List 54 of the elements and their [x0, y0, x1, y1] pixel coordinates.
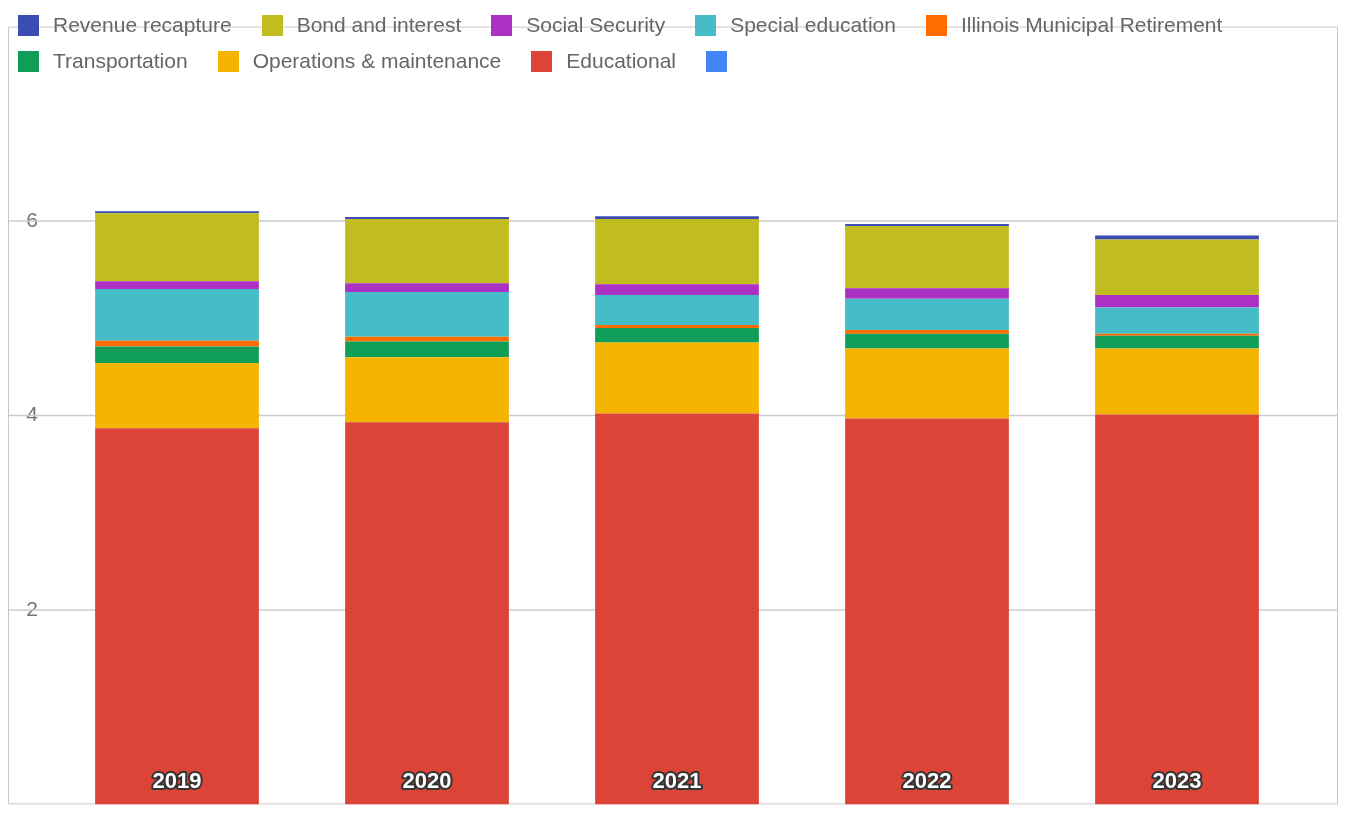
bar: [595, 413, 759, 805]
x-tick-label: 2021: [652, 768, 702, 794]
bar: [595, 342, 759, 414]
bar: [595, 216, 759, 220]
bar: [1095, 239, 1259, 295]
bar: [1095, 333, 1259, 336]
bar: [95, 346, 259, 363]
y-tick-label: 6: [26, 207, 38, 231]
x-tick-label: 2019: [152, 768, 202, 794]
bar: [345, 422, 509, 805]
bar: [595, 325, 759, 328]
bar: [845, 298, 1009, 330]
bar: [595, 219, 759, 285]
bar: [845, 225, 1009, 289]
bar: [845, 288, 1009, 299]
x-tick-label: 2022: [902, 768, 952, 794]
legend-label: Social Security: [526, 13, 666, 37]
bar: [95, 213, 259, 282]
bar: [595, 284, 759, 295]
bar: [345, 292, 509, 337]
bar: [345, 217, 509, 220]
bar: [1095, 414, 1259, 805]
bar: [1095, 335, 1259, 349]
bar: [1095, 307, 1259, 334]
bar: [845, 418, 1009, 805]
y-tick-label: 2: [26, 596, 38, 620]
bar: [95, 211, 259, 214]
legend-label: Revenue recapture: [53, 13, 232, 37]
legend-label: Educational: [566, 49, 677, 73]
x-tick-label: 2023: [1152, 768, 1202, 794]
bar: [345, 336, 509, 342]
bar: [95, 363, 259, 429]
legend-label: Illinois Municipal Retirement: [960, 13, 1223, 37]
legend-label: Special education: [730, 13, 896, 37]
bar: [595, 294, 759, 326]
bar: [1095, 294, 1259, 308]
bar: [345, 283, 509, 293]
bar: [345, 357, 509, 423]
bar: [595, 328, 759, 343]
bar: [345, 219, 509, 284]
bar: [845, 333, 1009, 349]
bar: [845, 223, 1009, 226]
legend-label: Bond and interest: [296, 13, 462, 37]
bar: [95, 428, 259, 805]
x-tick-label: 2020: [402, 768, 452, 794]
bar: [845, 329, 1009, 334]
bar: [95, 281, 259, 290]
bar: [845, 348, 1009, 419]
y-tick-label: 4: [26, 402, 39, 426]
legend-label: Transportation: [53, 49, 188, 73]
bar: [345, 341, 509, 358]
legend-label: Operations & maintenance: [252, 49, 502, 73]
bar: [95, 289, 259, 341]
bar: [1095, 348, 1259, 415]
